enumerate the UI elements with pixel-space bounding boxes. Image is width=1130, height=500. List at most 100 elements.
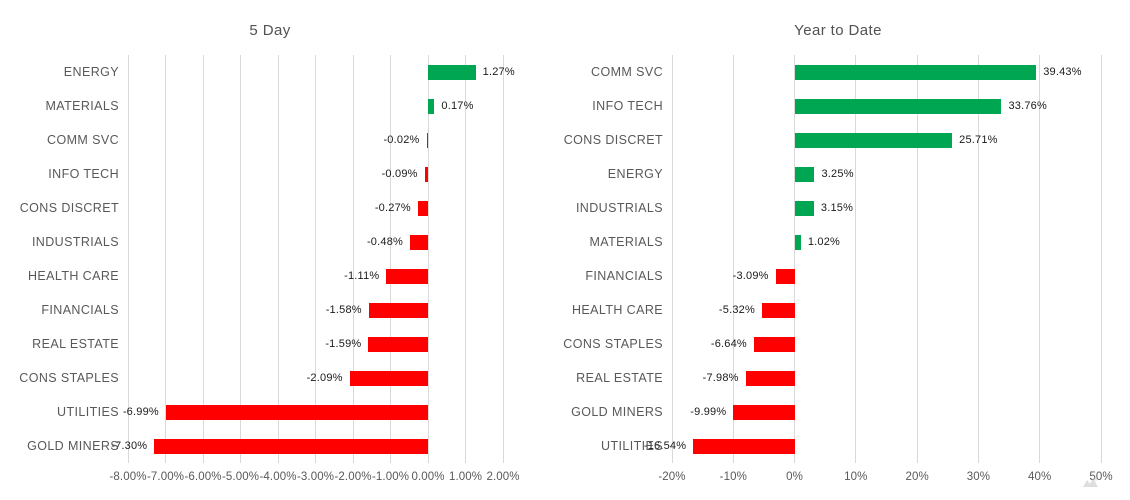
data-label: -0.48% bbox=[366, 236, 403, 248]
category-label-health-care: HEALTH CARE bbox=[28, 269, 119, 283]
x-axis-tick-label: -20% bbox=[658, 471, 686, 483]
bar-cons-discret bbox=[417, 200, 428, 216]
bar-comm-svc bbox=[794, 64, 1037, 80]
data-label: -7.30% bbox=[111, 440, 148, 452]
x-axis-tick-label: -4.00% bbox=[259, 471, 297, 483]
gridline bbox=[502, 55, 504, 463]
category-label-cons-staples: CONS STAPLES bbox=[563, 337, 663, 351]
x-axis-tick-label: 20% bbox=[905, 471, 929, 483]
gridline bbox=[240, 55, 241, 463]
gridline bbox=[732, 55, 734, 463]
data-label: 39.43% bbox=[1043, 66, 1082, 78]
category-label-industrials: INDUSTRIALS bbox=[575, 201, 663, 215]
data-label: 0.17% bbox=[441, 100, 474, 112]
data-label: 1.02% bbox=[807, 236, 841, 248]
bar-industrials bbox=[410, 234, 428, 250]
bar-health-care bbox=[386, 268, 428, 284]
category-label-materials: MATERIALS bbox=[589, 235, 663, 249]
x-axis-tick-label: -1.00% bbox=[371, 471, 410, 483]
gridline bbox=[315, 55, 316, 463]
watermark-icon bbox=[1083, 477, 1098, 487]
bar-cons-staples bbox=[753, 336, 795, 352]
gridline bbox=[427, 55, 429, 463]
data-label: -0.02% bbox=[383, 134, 420, 146]
bar-gold-miners bbox=[154, 438, 428, 454]
chart-title-5-day: 5 Day bbox=[249, 22, 291, 39]
category-label-info-tech: INFO TECH bbox=[592, 99, 663, 113]
gridline bbox=[1100, 55, 1102, 463]
category-label-real-estate: REAL ESTATE bbox=[32, 337, 119, 351]
bar-energy bbox=[794, 166, 815, 182]
data-label: -2.09% bbox=[306, 372, 343, 384]
category-label-energy: ENERGY bbox=[63, 65, 119, 79]
gridline bbox=[127, 55, 129, 463]
data-label: 25.71% bbox=[959, 134, 998, 146]
gridline bbox=[855, 55, 857, 463]
category-label-utilities: UTILITIES bbox=[57, 405, 119, 419]
bar-financials bbox=[368, 302, 428, 318]
bar-info-tech bbox=[424, 166, 428, 182]
bar-comm-svc bbox=[426, 132, 428, 148]
category-label-info-tech: INFO TECH bbox=[48, 167, 119, 181]
x-axis-tick-label: -6.00% bbox=[184, 471, 222, 483]
bar-health-care bbox=[761, 302, 795, 318]
category-label-comm-svc: COMM SVC bbox=[47, 133, 119, 147]
gridline bbox=[390, 55, 391, 463]
data-label: -0.27% bbox=[374, 202, 411, 214]
category-label-energy: ENERGY bbox=[607, 167, 663, 181]
bar-financials bbox=[775, 268, 795, 284]
category-label-utilities: UTILITIES bbox=[601, 439, 663, 453]
gridline bbox=[352, 55, 354, 463]
gridline bbox=[202, 55, 204, 463]
plot-area-year-to-date: -20% -10% 0% 10% 20% 30% 40% 50% 39.43% 33.76% 25.… bbox=[644, 55, 1113, 483]
bar-materials bbox=[428, 98, 435, 114]
data-label: -0.09% bbox=[381, 168, 418, 180]
bar-industrials bbox=[794, 200, 814, 216]
x-axis-tick-label: 10% bbox=[844, 471, 868, 483]
bar-materials bbox=[794, 234, 801, 250]
category-label-financials: FINANCIALS bbox=[585, 269, 663, 283]
data-label: -9.99% bbox=[690, 406, 727, 418]
x-axis-tick-label: 40% bbox=[1028, 471, 1052, 483]
data-label: 3.15% bbox=[820, 202, 854, 214]
category-label-gold-miners: GOLD MINERS bbox=[27, 439, 119, 453]
category-label-industrials: INDUSTRIALS bbox=[31, 235, 119, 249]
bar-real-estate bbox=[745, 370, 795, 386]
x-axis-tick-label: 30% bbox=[966, 471, 991, 483]
data-label: -7.98% bbox=[702, 372, 739, 384]
bar-utilities bbox=[165, 404, 428, 420]
gridline bbox=[277, 55, 279, 463]
plot-area-5-day: -8.00% -7.00% -6.00% -5.00% -4.00% -3.00% -2.0… bbox=[109, 55, 519, 483]
category-label-cons-discret: CONS DISCRET bbox=[19, 201, 119, 215]
data-label: -1.11% bbox=[344, 270, 380, 282]
x-axis-tick-label: 0% bbox=[786, 471, 803, 483]
x-axis-tick-label: 2.00% bbox=[486, 471, 520, 483]
category-label-materials: MATERIALS bbox=[45, 99, 119, 113]
gridline bbox=[794, 55, 796, 463]
category-label-financials: FINANCIALS bbox=[41, 303, 119, 317]
gridline bbox=[977, 55, 979, 463]
x-axis-tick-label: 1.00% bbox=[448, 471, 483, 483]
x-axis-tick-label: 0.00% bbox=[411, 471, 445, 483]
x-axis-tick-label: -10% bbox=[719, 471, 747, 483]
bar-utilities bbox=[693, 438, 795, 454]
data-label: -5.32% bbox=[718, 304, 755, 316]
category-label-real-estate: REAL ESTATE bbox=[576, 371, 663, 385]
bar-gold-miners bbox=[733, 404, 795, 420]
x-axis-tick-label: -2.00% bbox=[334, 471, 372, 483]
category-label-cons-discret: CONS DISCRET bbox=[563, 133, 663, 147]
x-axis-tick-label: -5.00% bbox=[221, 471, 260, 483]
bar-energy bbox=[428, 64, 476, 80]
x-axis-tick-label: -7.00% bbox=[146, 471, 185, 483]
gridline bbox=[916, 55, 918, 463]
gridline bbox=[165, 55, 166, 463]
chart-title-year-to-date: Year to Date bbox=[794, 22, 882, 39]
category-label-comm-svc: COMM SVC bbox=[591, 65, 663, 79]
bar-info-tech bbox=[794, 98, 1002, 114]
x-axis-tick-label: -8.00% bbox=[109, 471, 147, 483]
gridline bbox=[465, 55, 466, 463]
data-label: -1.58% bbox=[325, 304, 362, 316]
bar-real-estate bbox=[368, 336, 428, 352]
bar-cons-staples bbox=[349, 370, 428, 386]
data-label: -16.54% bbox=[643, 440, 687, 452]
